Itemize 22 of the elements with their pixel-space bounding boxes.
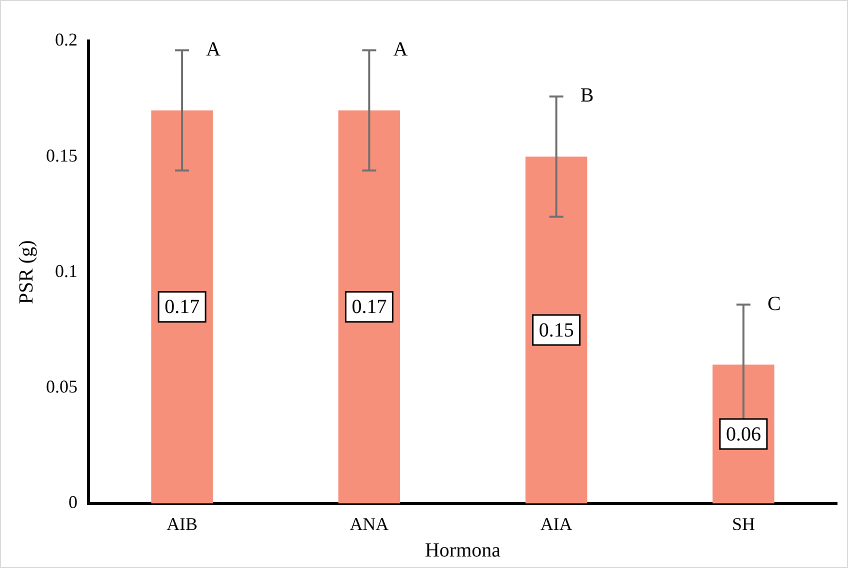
y-tick-label: 0.2 <box>55 30 78 50</box>
data-label: 0.17 <box>352 296 387 318</box>
x-tick-label: AIB <box>166 514 198 534</box>
annotation: C <box>767 292 781 315</box>
annotation: B <box>580 84 594 107</box>
data-label: 0.17 <box>164 296 200 318</box>
y-tick-label: 0.15 <box>46 145 78 166</box>
y-axis-title: PSR (g) <box>15 240 38 304</box>
data-label: 0.06 <box>726 423 761 446</box>
x-tick-label: SH <box>732 514 755 534</box>
y-tick-label: 0.05 <box>46 376 78 397</box>
annotation: A <box>206 38 222 60</box>
y-tick-label: 0 <box>68 492 78 512</box>
x-axis-title: Hormona <box>424 539 501 562</box>
data-label: 0.15 <box>538 319 574 342</box>
x-tick-label: ANA <box>350 514 389 534</box>
annotation: A <box>393 38 408 60</box>
bar <box>525 156 588 504</box>
x-tick-label: AIA <box>540 514 572 534</box>
y-tick-label: 0.1 <box>55 260 78 281</box>
bar <box>338 110 400 504</box>
bar <box>151 110 213 504</box>
